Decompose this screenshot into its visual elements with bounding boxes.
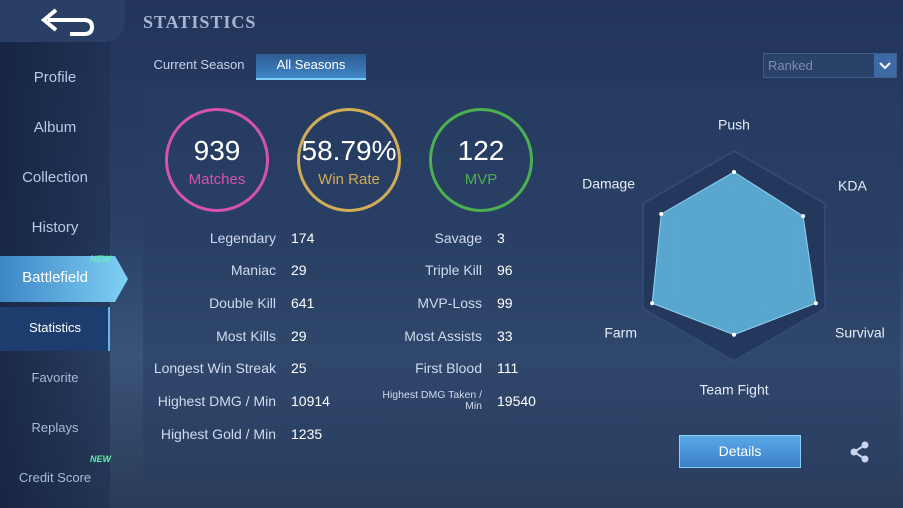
- new-badge: NEW: [90, 454, 111, 464]
- stat-value: 29: [291, 262, 307, 278]
- sidebar-item[interactable]: Statistics: [28, 320, 81, 335]
- circle-label: Matches: [188, 171, 246, 188]
- radar-point: [659, 212, 664, 216]
- stat-circle: 58.79% Win Rate: [297, 108, 401, 212]
- radar-axis-label: Damage: [582, 176, 635, 192]
- radar-point: [732, 170, 736, 174]
- sidebar-item[interactable]: History: [31, 219, 79, 236]
- sidebar-item[interactable]: Album: [33, 119, 77, 136]
- stat-label: Legendary: [209, 230, 276, 246]
- stat-value: 99: [497, 295, 513, 311]
- stat-value: 29: [291, 328, 307, 344]
- circle-label: Win Rate: [318, 171, 380, 188]
- sidebar-item[interactable]: Battlefield: [22, 269, 88, 286]
- sidebar: [0, 0, 110, 508]
- dropdown-label: Ranked: [768, 58, 813, 73]
- circle-value: 122: [457, 135, 505, 166]
- tab-selected[interactable]: All Seasons: [256, 54, 366, 80]
- stat-label: Highest Gold / Min: [160, 426, 276, 442]
- circle-value: 58.79%: [301, 135, 397, 166]
- details-button[interactable]: Details: [679, 435, 801, 468]
- stat-circle: 122 MVP: [429, 108, 533, 212]
- radar-axis-label: Team Fight: [699, 382, 768, 398]
- stat-value: 1235: [291, 426, 323, 442]
- stat-value: 3: [497, 230, 505, 246]
- tab-label: All Seasons: [276, 57, 346, 72]
- stat-value: 25: [291, 360, 307, 376]
- stat-label: Savage: [434, 230, 482, 246]
- stat-label: Longest Win Streak: [153, 360, 276, 376]
- radar-axis-label: KDA: [838, 178, 867, 194]
- radar-point: [813, 301, 818, 306]
- stat-value: 33: [497, 328, 513, 344]
- stat-label: MVP-Loss: [417, 295, 482, 311]
- stat-label: Highest DMG / Min: [157, 393, 276, 409]
- share-button[interactable]: [848, 440, 872, 464]
- radar-point: [732, 332, 736, 337]
- stat-value: 111: [497, 360, 519, 376]
- tab[interactable]: Current Season: [140, 54, 258, 76]
- stat-value: 174: [291, 230, 315, 246]
- stat-circle: 939 Matches: [165, 108, 269, 212]
- radar-point: [801, 214, 806, 219]
- sidebar-item[interactable]: Collection: [22, 169, 88, 186]
- stat-value: 641: [291, 295, 315, 311]
- page-title: STATISTICS: [143, 12, 257, 32]
- stat-value: 10914: [291, 393, 330, 409]
- circle-label: MVP: [464, 171, 498, 188]
- sidebar-item[interactable]: Credit Score: [18, 470, 92, 485]
- active-item-bg: [0, 307, 110, 351]
- stat-label: Most Kills: [216, 328, 276, 344]
- stat-label: Double Kill: [209, 295, 276, 311]
- stat-label: Triple Kill: [424, 262, 482, 278]
- radar-axis-label: Push: [718, 117, 750, 133]
- stat-value: 19540: [497, 393, 536, 409]
- stat-label: Most Assists: [404, 328, 482, 344]
- radar-axis-label: Survival: [835, 325, 885, 341]
- back-button[interactable]: [0, 0, 125, 42]
- tab-label: Current Season: [153, 57, 245, 72]
- new-badge: NEW: [90, 254, 111, 264]
- dropdown[interactable]: Ranked: [763, 53, 897, 78]
- radar-axis-label: Farm: [604, 325, 637, 341]
- stat-label: Maniac: [230, 262, 276, 278]
- stat-value: 96: [497, 262, 513, 278]
- circle-value: 939: [193, 135, 241, 166]
- sidebar-item[interactable]: Profile: [33, 69, 77, 86]
- stat-label: Highest DMG Taken / Min: [382, 389, 482, 412]
- stat-label: First Blood: [415, 360, 482, 376]
- active-section-bg: [0, 256, 128, 302]
- radar-point: [650, 301, 655, 306]
- sidebar-item[interactable]: Replays: [31, 420, 79, 435]
- radar-chart: Push KDA Survival Team Fight Farm Damage: [582, 117, 885, 398]
- sidebar-item[interactable]: Favorite: [31, 370, 79, 385]
